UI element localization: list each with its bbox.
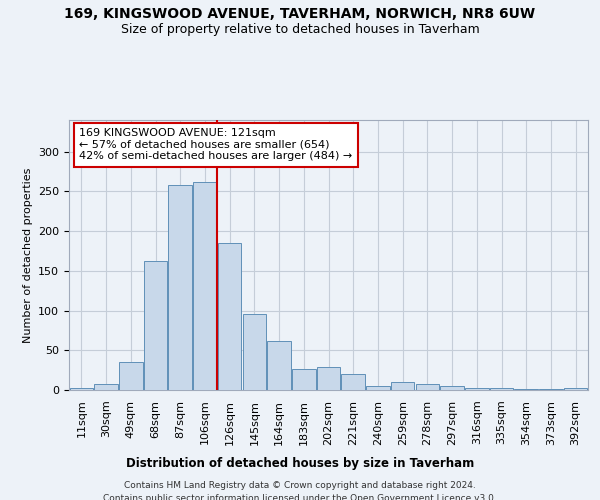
Bar: [564, 388, 587, 390]
Text: 169 KINGSWOOD AVENUE: 121sqm
← 57% of detached houses are smaller (654)
42% of s: 169 KINGSWOOD AVENUE: 121sqm ← 57% of de…: [79, 128, 353, 162]
Bar: [169, 185, 192, 390]
Text: Contains HM Land Registry data © Crown copyright and database right 2024.: Contains HM Land Registry data © Crown c…: [124, 481, 476, 490]
Text: Size of property relative to detached houses in Taverham: Size of property relative to detached ho…: [121, 22, 479, 36]
Bar: [440, 386, 464, 390]
Bar: [119, 362, 143, 390]
Bar: [144, 262, 167, 390]
Text: Distribution of detached houses by size in Taverham: Distribution of detached houses by size …: [126, 458, 474, 470]
Bar: [292, 368, 316, 390]
Bar: [514, 389, 538, 390]
Bar: [490, 388, 513, 390]
Text: 169, KINGSWOOD AVENUE, TAVERHAM, NORWICH, NR8 6UW: 169, KINGSWOOD AVENUE, TAVERHAM, NORWICH…: [64, 8, 536, 22]
Bar: [341, 374, 365, 390]
Bar: [268, 341, 291, 390]
Bar: [465, 388, 488, 390]
Bar: [242, 314, 266, 390]
Bar: [366, 386, 389, 390]
Bar: [317, 367, 340, 390]
Bar: [218, 243, 241, 390]
Bar: [193, 182, 217, 390]
Bar: [70, 388, 93, 390]
Bar: [539, 389, 563, 390]
Y-axis label: Number of detached properties: Number of detached properties: [23, 168, 32, 342]
Bar: [416, 384, 439, 390]
Text: Contains public sector information licensed under the Open Government Licence v3: Contains public sector information licen…: [103, 494, 497, 500]
Bar: [94, 384, 118, 390]
Bar: [391, 382, 415, 390]
